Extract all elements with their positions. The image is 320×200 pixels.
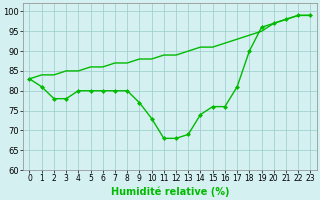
- X-axis label: Humidité relative (%): Humidité relative (%): [111, 186, 229, 197]
